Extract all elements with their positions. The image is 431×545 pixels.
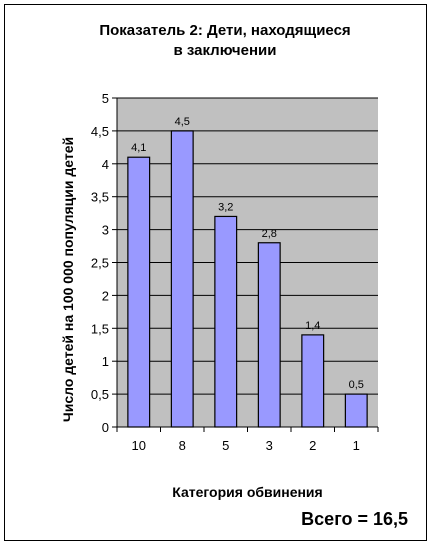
data-label: 0,5 <box>349 379 364 391</box>
total-label: Всего = 16,5 <box>301 509 408 529</box>
chart-title-line-2: в заключении <box>173 42 277 59</box>
data-label: 2,8 <box>262 228 277 240</box>
bar <box>344 393 368 428</box>
y-tick-label: 0 <box>102 420 109 435</box>
x-tick-label: 1 <box>353 438 360 453</box>
x-tick-label: 8 <box>179 438 186 453</box>
y-tick-label: 1 <box>102 354 109 369</box>
x-axis-label: Категория обвинения <box>172 484 322 500</box>
data-label: 1,4 <box>305 320 320 332</box>
bar <box>214 215 238 428</box>
x-tick-label: 2 <box>309 438 316 453</box>
x-tick-label: 3 <box>266 438 273 453</box>
data-label: 4,5 <box>175 116 190 128</box>
y-tick-label: 5 <box>102 91 109 106</box>
bar <box>301 334 325 428</box>
bar <box>170 130 194 428</box>
y-tick-label: 4 <box>102 157 109 172</box>
x-tick-label: 10 <box>132 438 146 453</box>
data-label: 4,1 <box>131 142 146 154</box>
y-tick-label: 3,5 <box>91 190 109 205</box>
y-tick-label: 4,5 <box>91 124 109 139</box>
x-tick-label: 5 <box>222 438 229 453</box>
chart-title: Показатель 2: Дети, находящиеся в заключ… <box>45 21 405 61</box>
bar <box>257 242 281 428</box>
chart-title-line-1: Показатель 2: Дети, находящиеся <box>99 22 351 39</box>
y-tick-label: 2 <box>102 288 109 303</box>
y-tick-label: 3 <box>102 223 109 238</box>
y-tick-label: 0,5 <box>91 387 109 402</box>
y-tick-label: 1,5 <box>91 321 109 336</box>
y-tick-label: 2,5 <box>91 256 109 271</box>
bar <box>127 156 151 428</box>
y-axis-label: Число детей на 100 000 популяции детей <box>60 137 76 422</box>
data-label: 3,2 <box>218 201 233 213</box>
